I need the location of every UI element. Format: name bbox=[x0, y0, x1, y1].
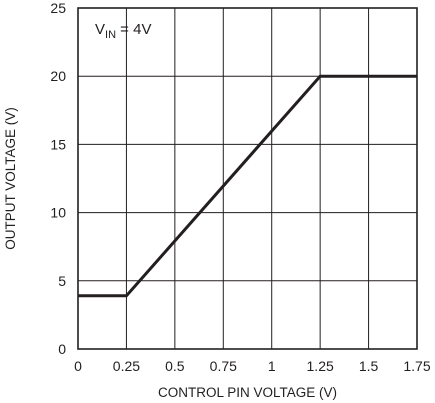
y-tick-label: 15 bbox=[50, 136, 66, 152]
series-line bbox=[78, 74, 417, 298]
x-tick-label: 0.25 bbox=[113, 358, 140, 374]
vin-annotation: VIN = 4V bbox=[95, 21, 151, 41]
vin-annotation-rest: = 4V bbox=[116, 21, 151, 38]
tick-labels: 0 0.25 0.5 0.75 1 1.25 1.5 1.75 0 5 10 15 20 25 bbox=[50, 0, 430, 374]
x-tick-label: 1.5 bbox=[359, 358, 379, 374]
y-tick-label: 5 bbox=[58, 273, 66, 289]
x-tick-label: 0.75 bbox=[210, 358, 237, 374]
y-axis-label: OUTPUT VOLTAGE (V) bbox=[3, 107, 18, 250]
y-tick-label: 10 bbox=[50, 205, 66, 221]
x-tick-label: 1.25 bbox=[307, 358, 334, 374]
x-tick-label: 1.75 bbox=[403, 358, 430, 374]
x-tick-label: 1 bbox=[268, 358, 276, 374]
vin-annotation-sub: IN bbox=[105, 29, 116, 41]
y-tick-label: 25 bbox=[50, 0, 66, 16]
vin-annotation-main: V bbox=[95, 21, 105, 38]
series-layer bbox=[78, 74, 417, 298]
grid bbox=[78, 8, 417, 349]
x-axis-label: CONTROL PIN VOLTAGE (V) bbox=[158, 385, 337, 400]
y-tick-label: 0 bbox=[58, 341, 66, 357]
plot-frame bbox=[77, 7, 418, 350]
y-tick-label: 20 bbox=[50, 68, 66, 84]
x-tick-label: 0 bbox=[74, 358, 82, 374]
x-tick-label: 0.5 bbox=[165, 358, 185, 374]
